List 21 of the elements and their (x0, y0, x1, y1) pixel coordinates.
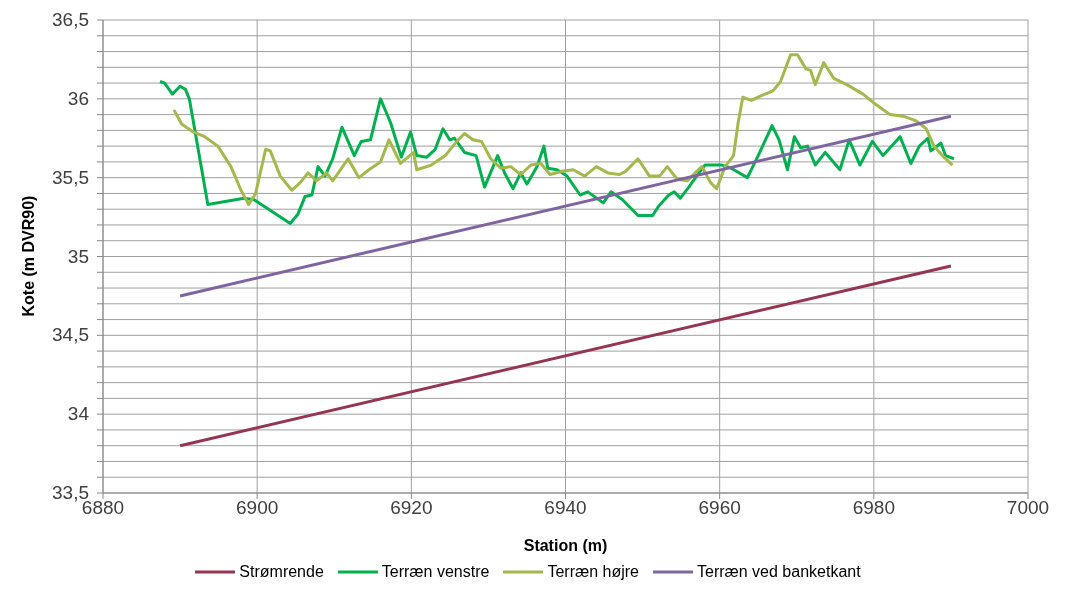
line-series (158, 79, 956, 225)
x-tick-label: 6940 (544, 497, 587, 519)
y-axis-title: Kote (m DVR90) (19, 195, 37, 317)
legend-label: Terræn venstre (381, 563, 490, 581)
y-tick-label: 35,5 (52, 166, 89, 188)
x-tick-label: 6900 (236, 497, 279, 519)
y-tick-label: 36,5 (52, 9, 89, 30)
x-tick-label: 7000 (1006, 497, 1050, 519)
x-tick-label: 6980 (852, 497, 895, 519)
x-axis-title: Station (m) (523, 537, 608, 554)
x-tick-label: 6960 (698, 497, 741, 519)
y-tick-label: 34,5 (52, 324, 89, 346)
line-series (172, 53, 954, 206)
y-tick-label: 33,5 (52, 482, 89, 503)
x-tick-label: 6920 (390, 497, 433, 519)
legend-label: Terræn ved banketkant (696, 563, 861, 581)
legend-label: Strømrende (239, 563, 324, 581)
y-tick-label: 35 (67, 245, 89, 267)
y-tick-label: 36 (67, 87, 89, 109)
legend-label: Terræn højre (547, 563, 639, 581)
y-tick-label: 34 (67, 403, 90, 425)
